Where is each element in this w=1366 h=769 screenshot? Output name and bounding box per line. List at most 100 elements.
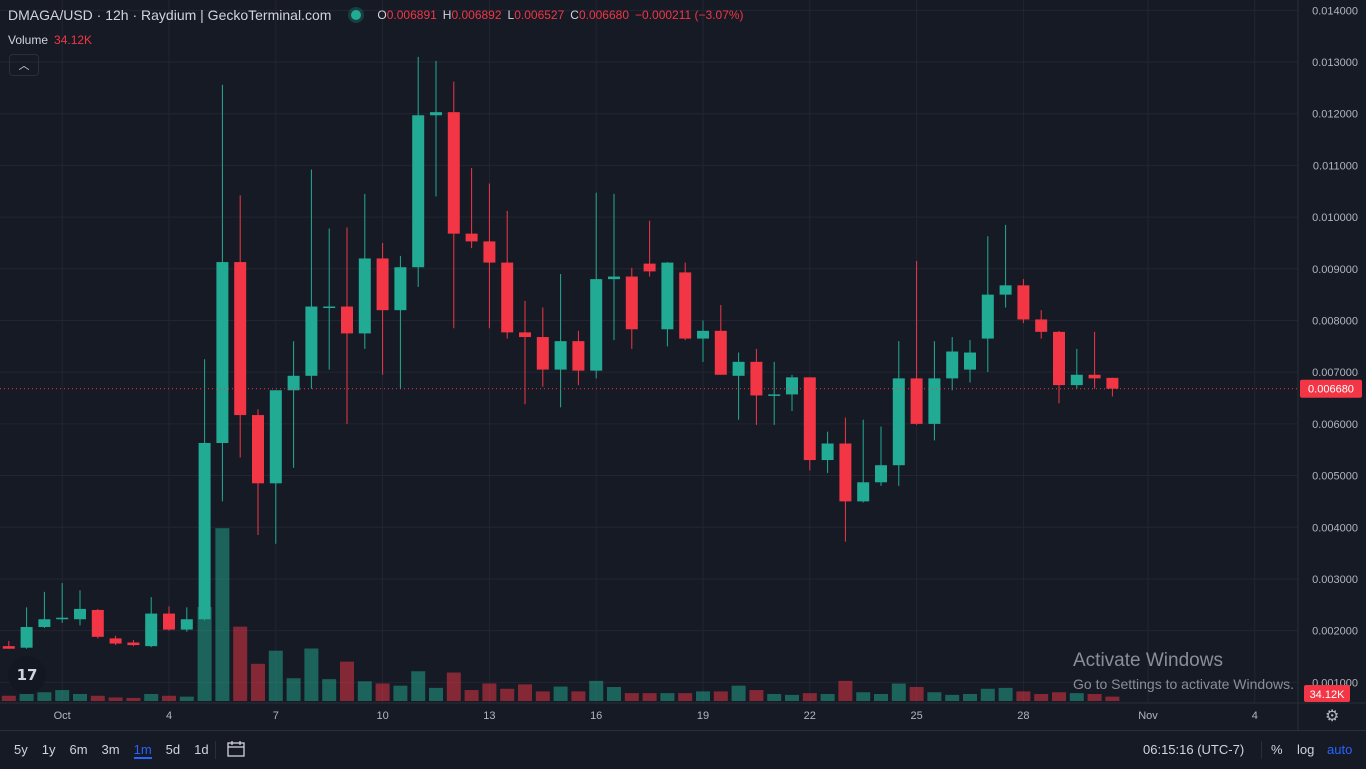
volume-bar [357,681,372,701]
time-tick-label: 25 [910,710,922,722]
volume-bar [37,692,52,701]
candle-body [358,258,371,334]
volume-bar [945,694,960,701]
time-tick-label: Oct [54,710,71,722]
tv-logo[interactable]: 17 [8,656,46,694]
volume-bar [678,693,693,701]
volume-bar [233,626,248,701]
chevron-up-icon: ︿ [18,60,30,72]
calendar-icon[interactable] [226,740,246,763]
time-tick-label: 7 [273,710,279,722]
candle-body [768,394,781,396]
volume-bar [375,683,390,701]
volume-bar [322,679,337,701]
candle-body [643,263,656,272]
candle-body [946,351,959,379]
price-tick-label: 0.014000 [1312,5,1358,17]
time-tick-label: 13 [483,710,495,722]
candle-body [679,272,692,339]
candle-body [430,112,442,116]
auto-scale-toggle[interactable]: auto [1327,742,1353,757]
range-1y[interactable]: 1y [41,742,56,757]
candle-body [109,638,122,644]
watermark-line2: Go to Settings to activate Windows. [1073,676,1294,692]
candle-body [554,341,567,370]
range-3m[interactable]: 3m [101,742,120,757]
candle-body [483,241,496,263]
volume-bar [482,683,497,701]
time-tick-label: 28 [1017,710,1029,722]
candle-body [501,262,514,333]
volume-bar [713,691,728,701]
price-tick-label: 0.013000 [1312,57,1358,69]
volume-bar [802,693,817,701]
volume-bar [268,650,283,701]
candle-body [163,613,175,630]
volume-bar [998,687,1013,701]
candle-body [590,279,603,371]
volume-bar [1087,694,1102,701]
price-tick-label: 0.007000 [1312,367,1358,379]
time-tick-label: 19 [697,710,709,722]
open-label: O [377,8,387,22]
volume-bar [464,690,479,701]
last-price-label: 0.006680 [1308,384,1354,396]
change-value: −0.000211 (−3.07%) [635,8,744,22]
candle-body [750,361,763,396]
log-toggle[interactable]: log [1297,742,1315,757]
time-tick-label: 10 [376,710,388,722]
volume-bar [767,694,782,701]
volume-bar [749,690,764,701]
volume-bar [108,697,123,701]
volume-bar [126,697,141,701]
volume-bar [731,685,746,701]
volume-axis-label: 34.12K [1310,689,1346,701]
volume-bar [589,680,604,701]
volume-bar [446,672,461,701]
symbol-title: DMAGA/USD · 12h · Raydium | GeckoTermina… [8,7,332,23]
volume-bar [19,694,34,701]
volume-bar [1016,691,1031,701]
volume-legend: Volume 34.12K [8,33,92,47]
price-tick-label: 0.008000 [1312,315,1358,327]
candle-body [857,482,870,502]
candle-body [1053,331,1065,386]
candle-body [20,627,33,648]
volume-label: Volume [8,33,49,47]
price-chart[interactable]: 0.014000 0.013000 0.012000 0.011000 0.010000… [0,0,1366,730]
symbol-legend: DMAGA/USD · 12h · Raydium | GeckoTermina… [8,7,744,23]
range-6m[interactable]: 6m [69,742,88,757]
percent-toggle[interactable]: % [1271,742,1283,757]
price-tick-label: 0.006000 [1312,419,1358,431]
candle-body [1035,319,1048,332]
candle-body [234,262,247,416]
candle-body [786,377,798,395]
price-tick-label: 0.004000 [1312,522,1358,534]
candle-body [1088,374,1101,379]
time-tick-label: 16 [590,710,602,722]
price-tick-label: 0.010000 [1312,212,1358,224]
price-tick-label: 0.009000 [1312,264,1358,276]
volume-bar [411,671,426,701]
candle-body [1070,374,1083,386]
range-5d[interactable]: 5d [165,742,181,757]
close-label: C [570,8,579,22]
volume-bar [553,686,568,701]
volume-bar [518,684,532,701]
gear-icon[interactable]: ⚙ [1325,708,1340,725]
volume-bar [963,694,977,701]
candle-body [803,377,816,461]
volume-bar [1034,694,1049,701]
candle-body [536,337,549,370]
candle-body [252,415,264,484]
candle-body [127,642,140,646]
collapse-legend-button[interactable]: ︿ [9,54,39,76]
candle-body [180,619,193,630]
volume-bar [535,691,550,701]
candle-body [999,285,1012,295]
candle-body [198,442,211,620]
clock[interactable]: 06:15:16 (UTC-7) [1143,742,1245,757]
range-1d[interactable]: 1d [194,742,209,757]
range-5y[interactable]: 5y [14,742,28,757]
range-1m[interactable]: 1m [133,742,152,759]
